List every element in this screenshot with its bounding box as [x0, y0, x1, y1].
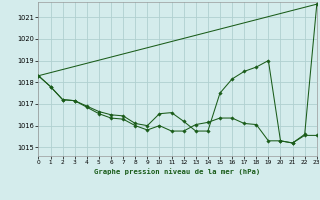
X-axis label: Graphe pression niveau de la mer (hPa): Graphe pression niveau de la mer (hPa)	[94, 168, 261, 175]
